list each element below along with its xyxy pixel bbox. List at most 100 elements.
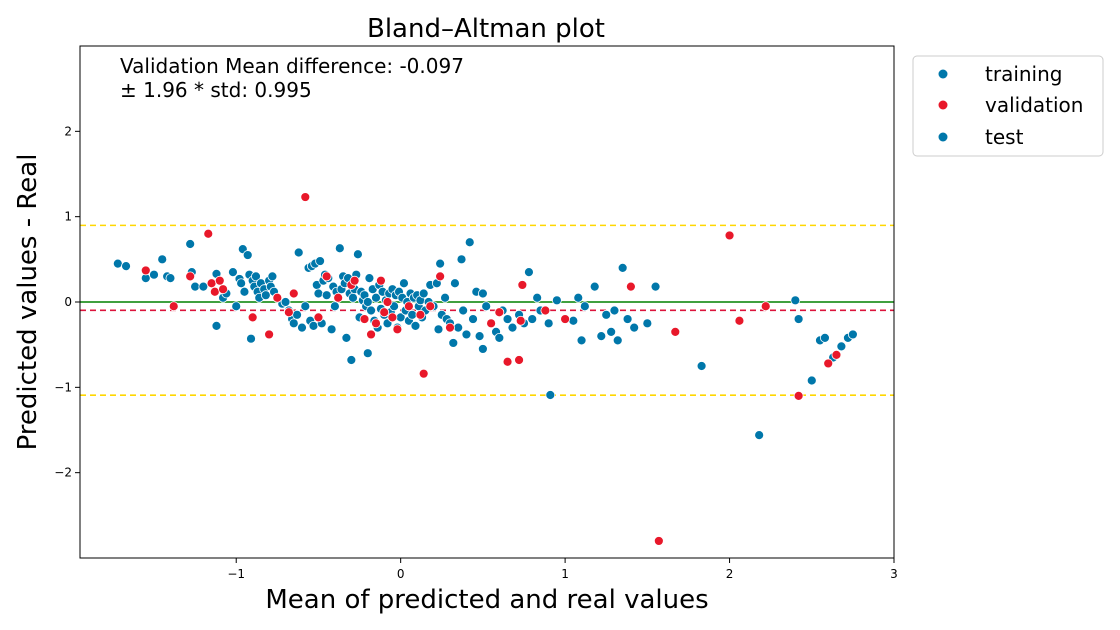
point-training-165 (642, 318, 653, 329)
point-validation-30 (425, 301, 436, 312)
point-training-74 (353, 249, 363, 260)
point-training-167 (696, 361, 707, 371)
point-validation-18 (349, 275, 360, 286)
point-validation-26 (392, 324, 403, 335)
point-training-123 (440, 292, 450, 303)
legend: training validation test (912, 55, 1104, 157)
point-training-15 (228, 267, 238, 278)
point-validation-1 (168, 301, 179, 312)
point-training-107 (407, 309, 418, 320)
x-tick-label-1: 0 (397, 567, 405, 581)
point-training-156 (589, 281, 600, 292)
point-validation-47 (793, 390, 804, 401)
legend-label-validation: validation (985, 93, 1083, 117)
point-validation-48 (823, 358, 834, 369)
point-training-80 (362, 348, 373, 359)
point-training-163 (622, 314, 633, 324)
point-training-120 (433, 324, 444, 335)
point-training-44 (297, 322, 307, 333)
point-training-45 (300, 301, 311, 312)
point-training-175 (836, 341, 847, 352)
point-training-140 (494, 332, 505, 343)
point-training-133 (468, 314, 478, 324)
point-training-102 (399, 278, 409, 289)
point-training-129 (456, 254, 467, 265)
point-validation-16 (333, 292, 344, 303)
point-validation-37 (515, 315, 526, 326)
x-axis: −1 0 1 2 3 (227, 558, 898, 581)
series-test (362, 288, 556, 400)
point-validation-2 (185, 271, 196, 282)
point-training-67 (341, 332, 352, 343)
y-axis: −2 −1 0 1 2 (54, 124, 80, 480)
point-validation-29 (418, 368, 429, 379)
point-validation-4 (206, 278, 217, 289)
point-training-49 (308, 320, 319, 331)
x-tick-label-4: 3 (890, 567, 898, 581)
point-training-9 (190, 281, 201, 292)
point-training-71 (348, 292, 358, 303)
point-training-136 (477, 344, 488, 354)
point-training-127 (450, 278, 460, 289)
y-tick-label-1: −1 (54, 380, 72, 394)
point-validation-21 (371, 318, 381, 329)
point-training-143 (507, 322, 518, 333)
point-training-157 (596, 331, 607, 342)
point-training-12 (211, 320, 222, 331)
point-validation-36 (514, 355, 524, 365)
legend-marker-test (938, 132, 948, 142)
point-training-173 (820, 332, 830, 343)
point-validation-9 (264, 329, 275, 340)
point-validation-42 (653, 536, 664, 546)
point-training-10 (198, 281, 209, 292)
point-validation-12 (288, 288, 299, 299)
point-validation-46 (760, 301, 771, 312)
point-training-121 (435, 258, 446, 269)
x-tick-label-3: 2 (726, 567, 734, 581)
point-validation-31 (435, 271, 446, 282)
point-training-166 (650, 281, 661, 292)
point-training-150 (543, 318, 554, 329)
point-training-70 (346, 355, 357, 365)
point-validation-3 (203, 228, 214, 239)
point-validation-10 (272, 292, 283, 303)
point-training-169 (790, 295, 801, 306)
point-training-155 (579, 301, 590, 312)
y-tick-label-0: −2 (54, 466, 72, 480)
point-validation-34 (494, 307, 505, 318)
point-training-34 (267, 271, 278, 282)
point-test-1 (362, 297, 373, 307)
legend-marker-validation (938, 100, 948, 110)
x-axis-label: Mean of predicted and real values (265, 585, 708, 615)
point-training-130 (458, 305, 469, 316)
point-validation-14 (313, 312, 324, 323)
point-training-21 (242, 250, 253, 260)
chart-title: Bland–Altman plot (367, 14, 605, 44)
point-validation-41 (625, 281, 636, 292)
point-validation-19 (359, 314, 370, 324)
point-training-52 (313, 288, 324, 299)
point-training-177 (847, 329, 858, 340)
point-validation-40 (560, 314, 571, 324)
point-training-26 (251, 271, 261, 282)
point-training-146 (524, 267, 534, 278)
point-training-154 (576, 335, 587, 346)
point-validation-11 (283, 307, 294, 318)
point-training-151 (551, 295, 562, 306)
y-tick-label-3: 1 (64, 210, 72, 224)
point-test-2 (477, 288, 488, 299)
point-validation-39 (540, 305, 551, 316)
point-training-18 (236, 278, 247, 289)
point-training-142 (502, 314, 513, 324)
point-validation-6 (214, 275, 225, 286)
point-training-16 (231, 301, 242, 312)
point-training-126 (448, 338, 459, 348)
point-training-0 (112, 258, 123, 269)
x-tick-label-2: 1 (561, 567, 569, 581)
point-validation-43 (670, 326, 681, 337)
point-validation-27 (403, 301, 414, 312)
point-training-59 (326, 324, 337, 335)
point-training-128 (453, 322, 464, 333)
point-training-147 (527, 314, 538, 324)
